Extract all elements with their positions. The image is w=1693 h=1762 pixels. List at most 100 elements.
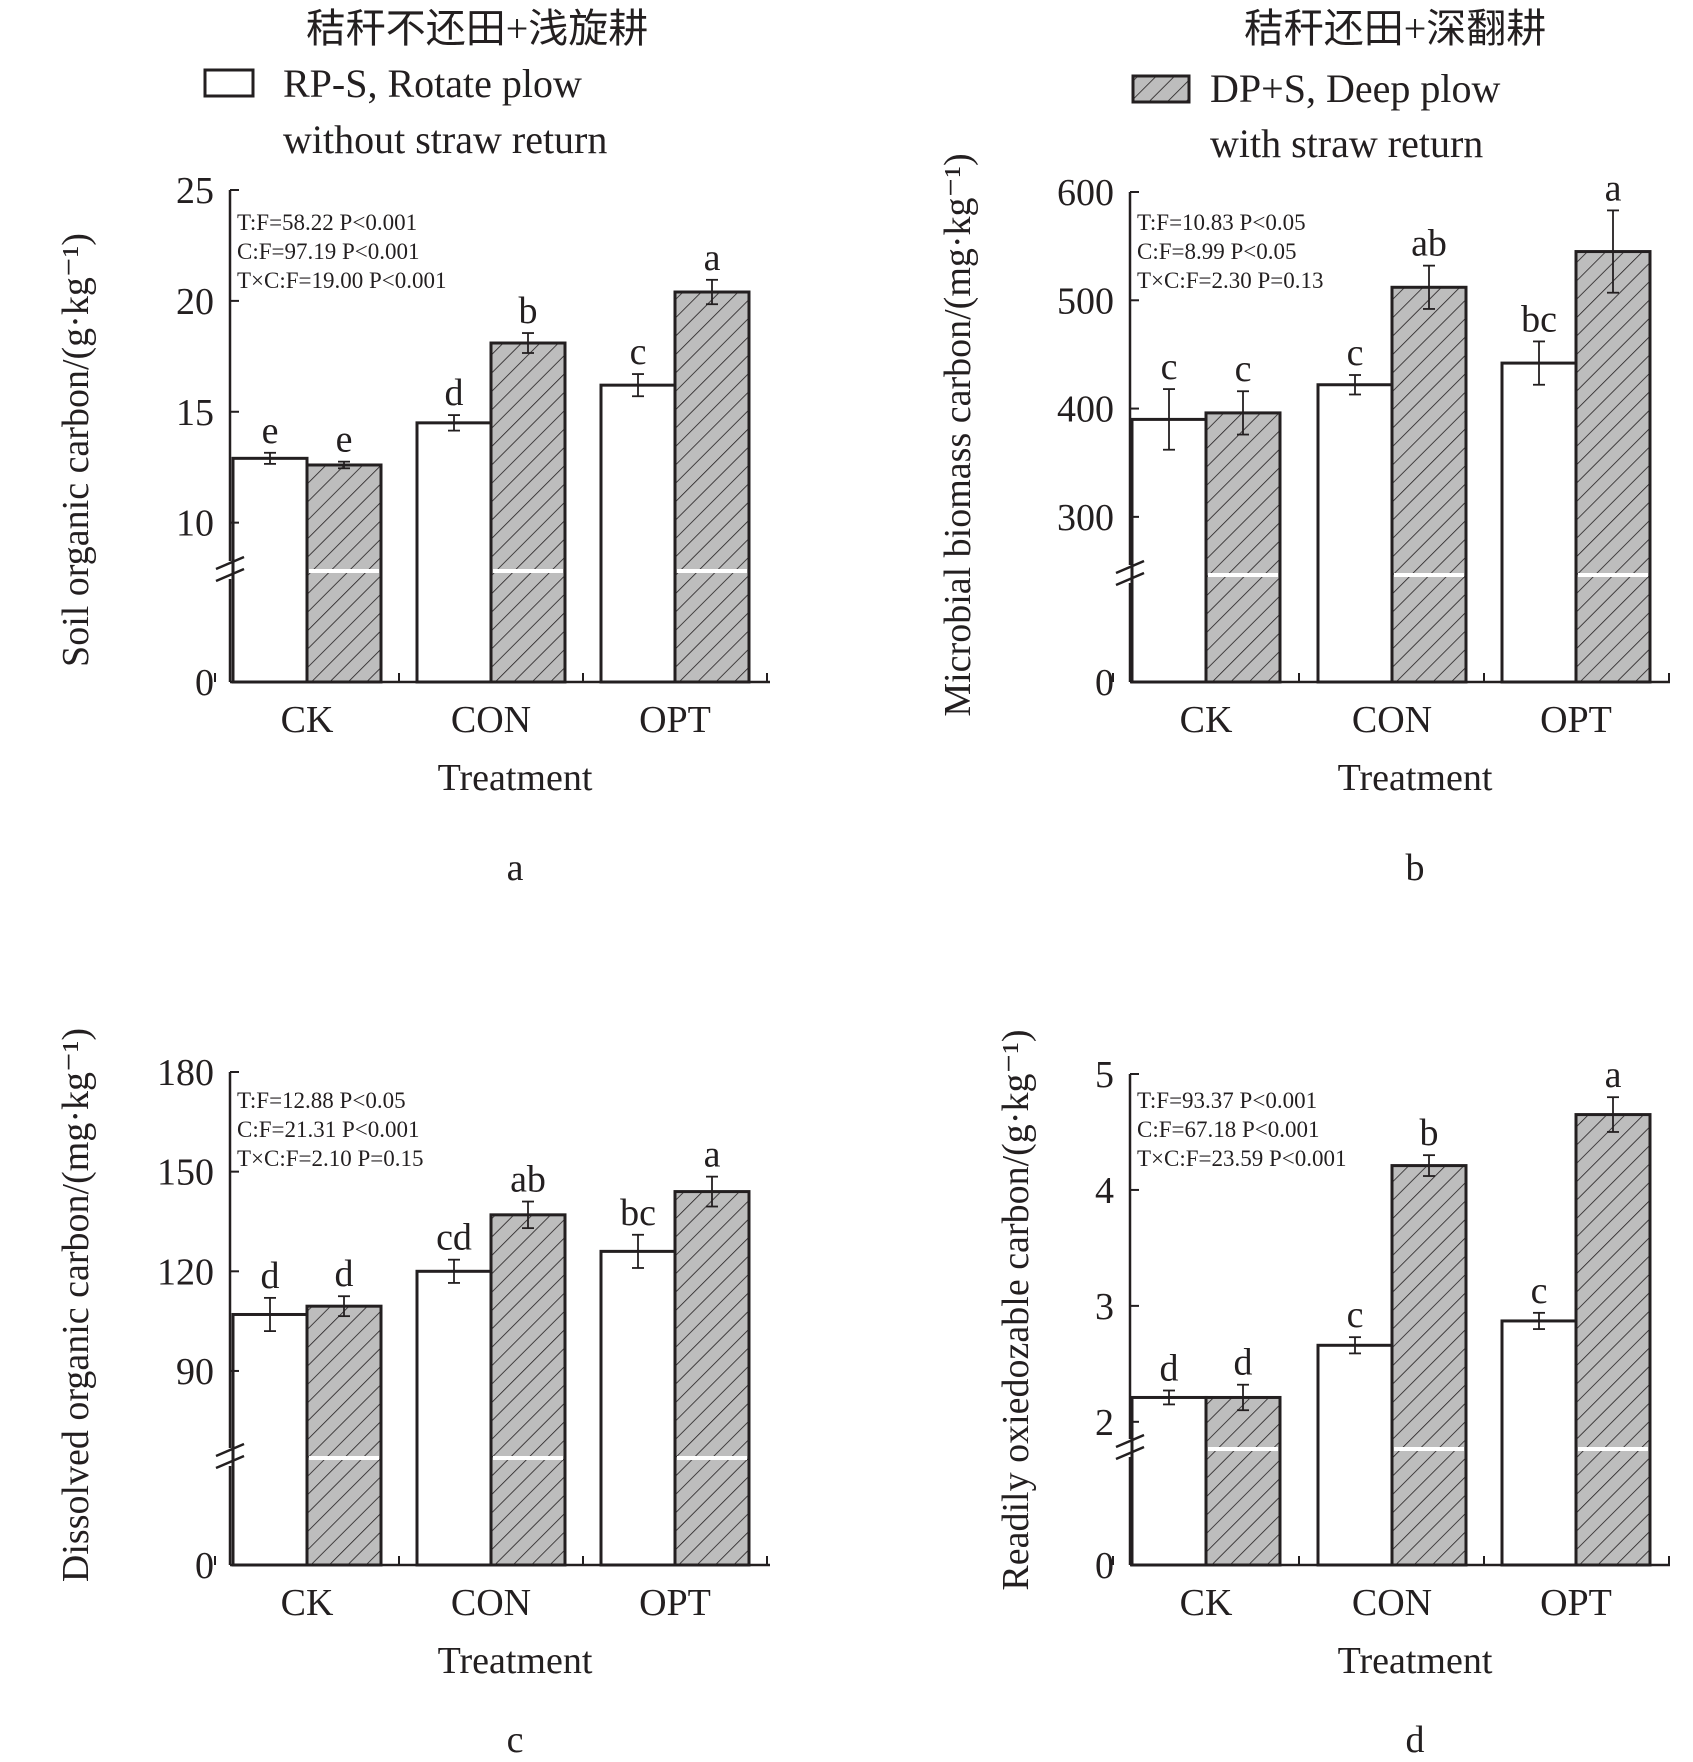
bar-c-dps-opt — [673, 1190, 751, 1567]
x-axis-title-c: Treatment — [438, 1640, 593, 1682]
x-tick-label-b-ck: CK — [1180, 699, 1233, 741]
bar-a-dps-ck — [305, 463, 383, 684]
x-tick-label-d-ck: CK — [1180, 1582, 1233, 1624]
chart-panel-d: d c c d b a 0 2 3 4 5 CK CON OPT Treatment Readily oxie… — [995, 1029, 1670, 1761]
y-tick-label-c-0: 0 — [195, 1545, 214, 1587]
significance-letter-c-1-2: a — [704, 1134, 721, 1176]
y-tick-label-d-1: 2 — [1095, 1402, 1114, 1444]
axis-break-mark-2-a — [215, 567, 245, 583]
chart-panel-c: d cd bc d ab a 0 90 120 150 180 CK CON OPT Treatment Di… — [55, 1028, 770, 1761]
bar-d-rps-ck — [1130, 1395, 1208, 1567]
significance-letter-c-0-0: d — [261, 1255, 280, 1297]
significance-letter-a-0-2: c — [630, 331, 647, 373]
legend-title-rp-s: 秸秆不还田+浅旋耕 — [306, 6, 649, 51]
y-tick-label-d-2: 3 — [1095, 1286, 1114, 1328]
y-axis-title-a: Soil organic carbon/(g·kg⁻¹) — [55, 233, 97, 667]
significance-letter-b-1-1: ab — [1411, 223, 1447, 265]
panel-tag-d: d — [1406, 1719, 1425, 1761]
legend-swatch-rp-s — [203, 68, 255, 98]
legend-label-dp-s-line1: DP+S, Deep plow — [1210, 66, 1500, 111]
axis-break-mark-2-b — [1115, 571, 1145, 587]
bar-a-dps-opt — [673, 290, 751, 684]
bar-c-dps-con — [489, 1213, 567, 1567]
x-tick-label-a-opt: OPT — [639, 699, 711, 741]
significance-letter-b-0-2: bc — [1521, 298, 1557, 340]
stat-line-d-2: T×C:F=23.59 P<0.001 — [1137, 1146, 1347, 1171]
x-tick-label-c-con: CON — [451, 1582, 531, 1624]
y-tick-label-a-0: 0 — [195, 662, 214, 704]
x-tick-label-c-ck: CK — [281, 1582, 334, 1624]
panel-tag-a: a — [507, 847, 524, 889]
stat-line-b-0: T:F=10.83 P<0.05 — [1137, 210, 1306, 235]
y-tick-label-d-4: 5 — [1095, 1054, 1114, 1096]
x-tick-label-a-con: CON — [451, 699, 531, 741]
stat-line-b-2: T×C:F=2.30 P=0.13 — [1137, 268, 1324, 293]
significance-letter-c-0-2: bc — [620, 1192, 656, 1234]
significance-letter-a-1-1: b — [519, 290, 538, 332]
stat-line-c-0: T:F=12.88 P<0.05 — [237, 1088, 406, 1113]
bar-a-rps-opt — [599, 383, 677, 684]
x-tick-label-b-opt: OPT — [1540, 699, 1612, 741]
bar-b-dps-con — [1390, 285, 1468, 684]
y-tick-label-d-3: 4 — [1095, 1170, 1114, 1212]
legend-label-dp-s-line2: with straw return — [1210, 121, 1483, 166]
stat-line-a-0: T:F=58.22 P<0.001 — [237, 210, 417, 235]
y-axis-title-c: Dissolved organic carbon/(mg·kg⁻¹) — [55, 1028, 97, 1582]
y-axis-title-d: Readily oxiedozable carbon/(g·kg⁻¹) — [995, 1029, 1037, 1590]
x-axis-title-d: Treatment — [1338, 1640, 1493, 1682]
stat-line-a-2: T×C:F=19.00 P<0.001 — [237, 268, 447, 293]
significance-letter-d-1-2: a — [1605, 1054, 1622, 1096]
axis-break-mark-1-b — [1115, 559, 1145, 575]
x-tick-label-c-opt: OPT — [639, 1582, 711, 1624]
bar-d-dps-opt — [1574, 1113, 1652, 1567]
y-tick-label-b-0: 0 — [1095, 662, 1114, 704]
chart-panel-b: c c bc c ab a 0 300 400 500 600 CK CON OPT Treatment Mi… — [937, 153, 1670, 889]
axis-break-mark-1-a — [215, 555, 245, 571]
bar-b-rps-con — [1316, 383, 1394, 684]
legend-label-rp-s-line1: RP-S, Rotate plow — [283, 61, 582, 106]
significance-letter-a-0-0: e — [262, 410, 279, 452]
stat-line-c-1: C:F=21.31 P<0.001 — [237, 1117, 420, 1142]
significance-letter-a-1-2: a — [704, 237, 721, 279]
stat-line-a-1: C:F=97.19 P<0.001 — [237, 239, 420, 264]
significance-letter-a-0-1: d — [445, 372, 464, 414]
legend-label-rp-s-line2: without straw return — [283, 117, 607, 162]
legend-item-rp-s: 秸秆不还田+浅旋耕 RP-S, Rotate plow without stra… — [203, 6, 649, 162]
axis-break-mark-2-c — [215, 1454, 245, 1470]
bar-b-dps-opt — [1574, 250, 1652, 684]
bar-d-rps-opt — [1500, 1319, 1578, 1567]
x-tick-label-a-ck: CK — [281, 699, 334, 741]
panel-tag-c: c — [507, 1719, 524, 1761]
x-tick-label-d-con: CON — [1352, 1582, 1432, 1624]
significance-letter-b-0-0: c — [1161, 346, 1178, 388]
y-tick-label-b-3: 500 — [1057, 280, 1114, 322]
y-tick-label-b-1: 300 — [1057, 497, 1114, 539]
panel-tag-b: b — [1406, 847, 1425, 889]
stat-line-d-1: C:F=67.18 P<0.001 — [1137, 1117, 1320, 1142]
y-tick-label-a-3: 20 — [176, 281, 214, 323]
significance-letter-d-0-1: c — [1347, 1294, 1364, 1336]
legend: 秸秆不还田+浅旋耕 RP-S, Rotate plow without stra… — [203, 6, 1547, 166]
bar-c-rps-opt — [599, 1249, 677, 1567]
significance-letter-c-0-1: cd — [436, 1217, 472, 1259]
stat-line-b-1: C:F=8.99 P<0.05 — [1137, 239, 1297, 264]
bar-c-rps-con — [415, 1269, 493, 1567]
x-tick-label-b-con: CON — [1352, 699, 1432, 741]
legend-item-dp-s: 秸秆还田+深翻耕 DP+S, Deep plow with straw retu… — [1131, 6, 1547, 166]
axis-break-mark-1-d — [1115, 1433, 1145, 1449]
legend-title-dp-s: 秸秆还田+深翻耕 — [1244, 6, 1547, 51]
bar-d-dps-con — [1390, 1164, 1468, 1567]
significance-letter-d-0-0: d — [1160, 1348, 1179, 1390]
significance-letter-b-1-0: c — [1235, 348, 1252, 390]
bar-c-dps-ck — [305, 1304, 383, 1567]
y-tick-label-d-0: 0 — [1095, 1545, 1114, 1587]
bar-a-dps-con — [489, 341, 567, 684]
axis-break-mark-2-d — [1115, 1445, 1145, 1461]
axis-break-mark-1-c — [215, 1442, 245, 1458]
y-tick-label-a-2: 15 — [176, 392, 214, 434]
bar-d-rps-con — [1316, 1343, 1394, 1567]
y-tick-label-b-4: 600 — [1057, 172, 1114, 214]
chart-panel-a: e d c e b a 0 10 15 20 25 CK CON OPT Treatment Soil org… — [55, 170, 770, 889]
y-axis-title-b: Microbial biomass carbon/(mg·kg⁻¹) — [937, 153, 979, 716]
